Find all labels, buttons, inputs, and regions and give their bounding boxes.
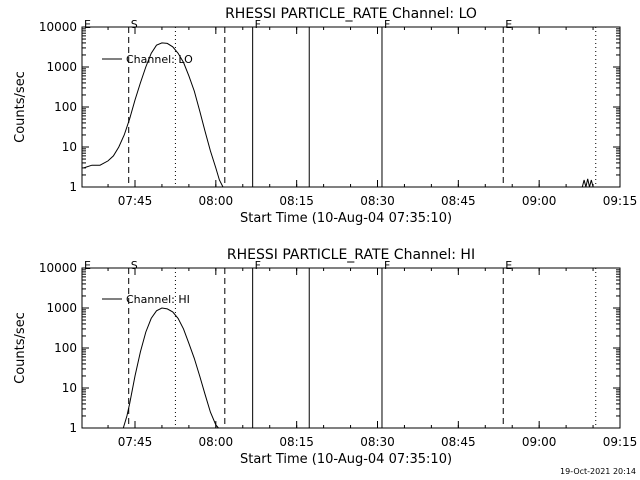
x-tick-label: 08:15 bbox=[279, 194, 314, 208]
series-line bbox=[122, 307, 219, 429]
event-marker-label: E bbox=[505, 18, 512, 31]
x-tick-label: 08:00 bbox=[199, 435, 234, 449]
y-tick-label: 1000 bbox=[46, 60, 77, 74]
plot-frame bbox=[81, 267, 621, 429]
chart-title: RHESSI PARTICLE_RATE Channel: HI bbox=[227, 247, 475, 263]
event-marker-label: E bbox=[84, 18, 91, 31]
x-axis-label: Start Time (10-Aug-04 07:35:10) bbox=[240, 211, 452, 226]
event-marker-label: E bbox=[84, 259, 91, 272]
x-axis-label: Start Time (10-Aug-04 07:35:10) bbox=[240, 452, 452, 467]
y-tick-label: 1000 bbox=[46, 301, 77, 315]
legend-label: Channel: HI bbox=[126, 293, 190, 306]
x-tick-label: 09:15 bbox=[603, 194, 638, 208]
generated-timestamp: 19-Oct-2021 20:14 bbox=[560, 467, 636, 476]
x-tick-label: 08:00 bbox=[199, 194, 234, 208]
y-tick-label: 1 bbox=[69, 421, 77, 435]
y-axis-label: Counts/sec bbox=[13, 71, 28, 143]
y-tick-label: 10000 bbox=[39, 261, 77, 275]
event-marker-label: F bbox=[384, 18, 390, 31]
plot-frame bbox=[81, 26, 621, 188]
x-tick-label: 09:00 bbox=[522, 435, 557, 449]
event-marker-label: S bbox=[131, 259, 138, 272]
event-marker-label: F bbox=[384, 259, 390, 272]
x-tick-label: 08:45 bbox=[441, 194, 476, 208]
event-marker-label: S bbox=[131, 18, 138, 31]
y-tick-label: 100 bbox=[54, 100, 77, 114]
y-axis-label: Counts/sec bbox=[13, 312, 28, 384]
event-marker-label: E bbox=[505, 259, 512, 272]
hi-channel-panel: RHESSI PARTICLE_RATE Channel: HI Start T… bbox=[13, 247, 637, 467]
legend-label: Channel: LO bbox=[126, 53, 193, 66]
chart-title: RHESSI PARTICLE_RATE Channel: LO bbox=[225, 6, 477, 22]
y-tick-label: 10 bbox=[62, 381, 77, 395]
y-tick-label: 10 bbox=[62, 140, 77, 154]
y-tick-label: 100 bbox=[54, 341, 77, 355]
x-tick-label: 07:45 bbox=[118, 194, 153, 208]
event-marker-label: F bbox=[255, 259, 261, 272]
x-tick-label: 08:30 bbox=[360, 435, 395, 449]
x-tick-label: 08:30 bbox=[360, 194, 395, 208]
x-tick-label: 08:15 bbox=[279, 435, 314, 449]
lo-channel-panel: RHESSI PARTICLE_RATE Channel: LO Start T… bbox=[13, 6, 637, 226]
event-marker-label: F bbox=[255, 18, 261, 31]
y-tick-label: 10000 bbox=[39, 20, 77, 34]
y-tick-label: 1 bbox=[69, 180, 77, 194]
series-line bbox=[581, 178, 594, 188]
x-tick-label: 09:00 bbox=[522, 194, 557, 208]
series-line bbox=[83, 42, 224, 188]
x-tick-label: 07:45 bbox=[118, 435, 153, 449]
x-tick-label: 08:45 bbox=[441, 435, 476, 449]
x-tick-label: 09:15 bbox=[603, 435, 638, 449]
